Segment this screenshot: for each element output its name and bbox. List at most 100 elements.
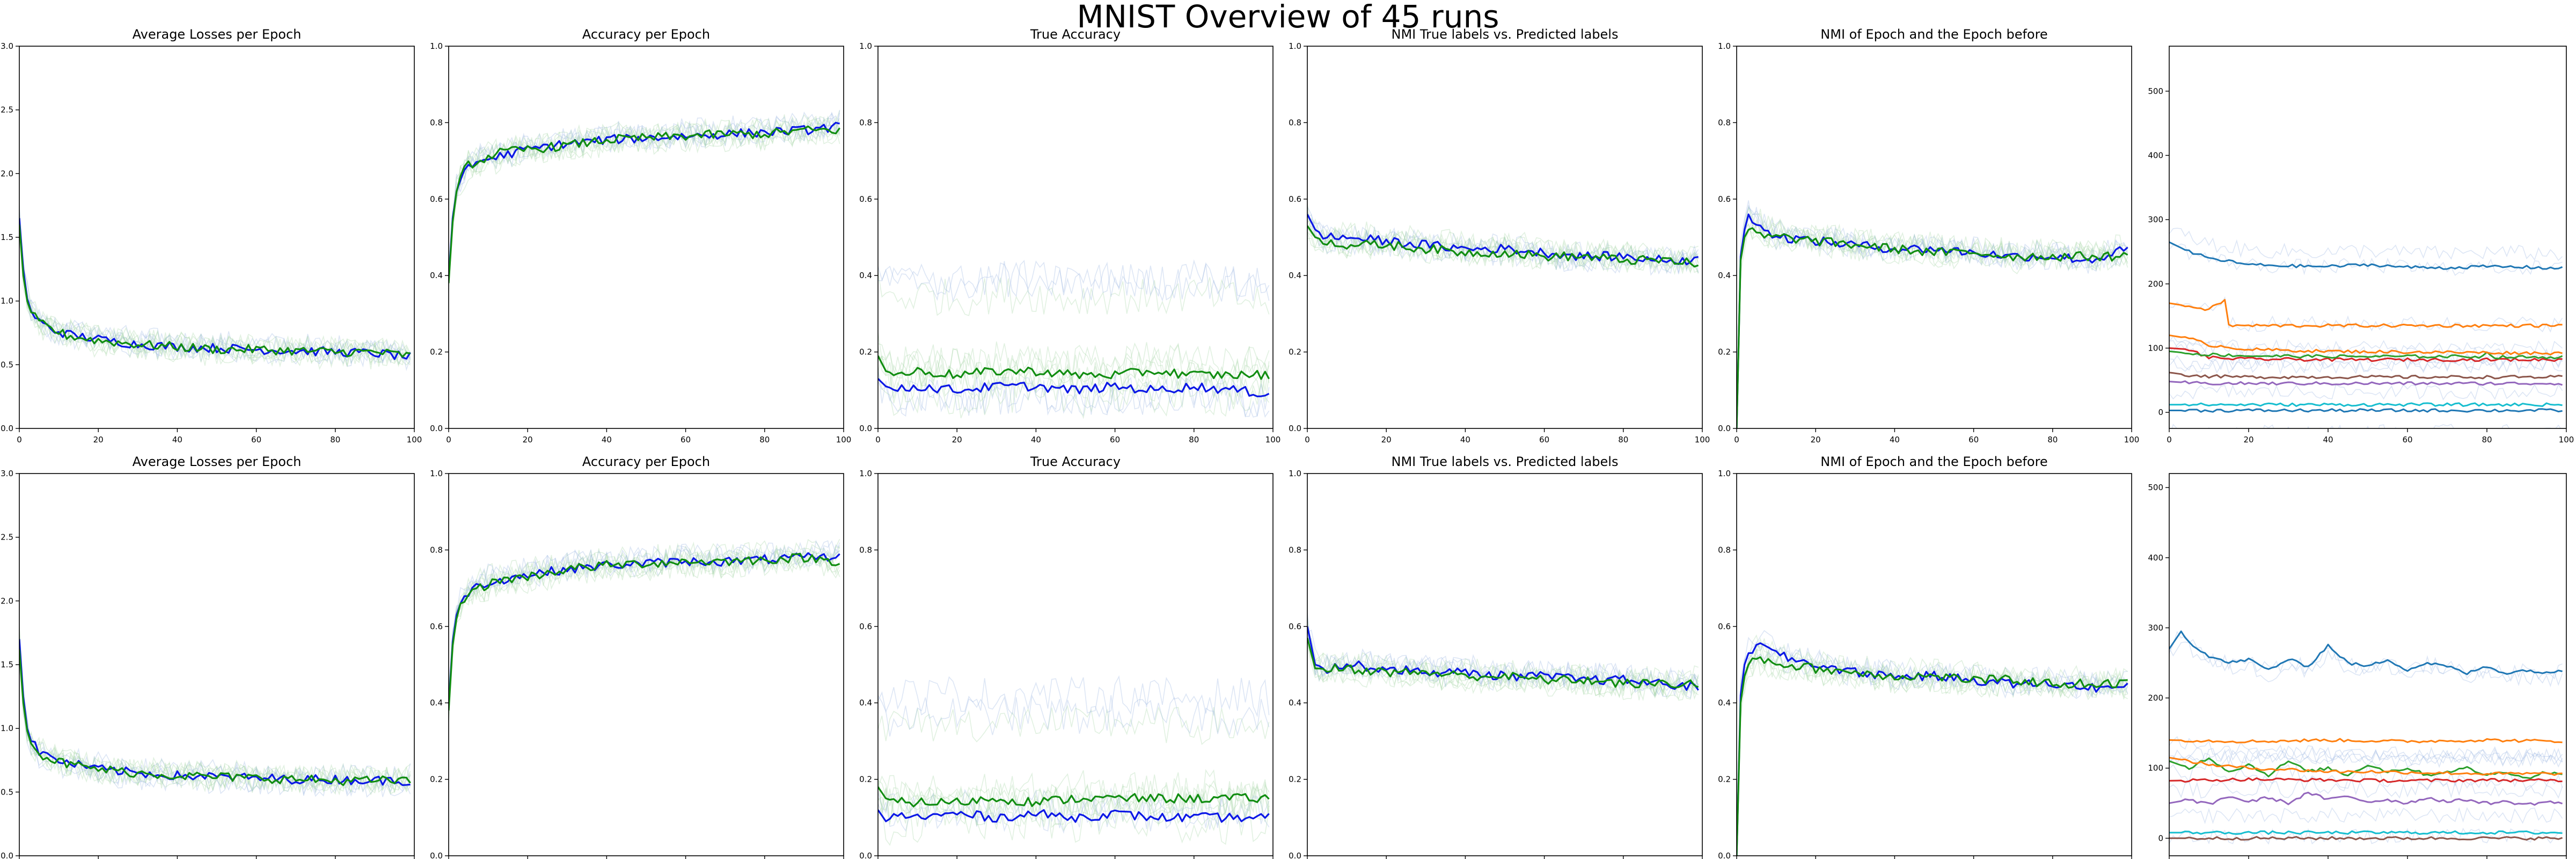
plot-area <box>2169 46 2566 428</box>
x-tick-label: 0 <box>446 435 451 445</box>
faint-run-line <box>878 272 1270 316</box>
y-tick-label: 1.0 <box>1718 41 1731 51</box>
series-line-green <box>449 125 840 283</box>
y-tick-label: 0.4 <box>1718 271 1731 280</box>
panel-r1c5: 0 20 40 60 80 100 0.0 0.2 0.4 0.6 0.8 1.0 NMI of Epo… <box>1718 27 2139 445</box>
y-tick-label: 1.0 <box>1 296 13 306</box>
faint-run-line <box>878 787 1270 830</box>
y-tick-label: 1.0 <box>430 41 443 51</box>
series-line-green <box>1737 227 2128 428</box>
y-tick-label: 1.0 <box>1289 41 1301 51</box>
y-tick-label: 0.2 <box>859 347 872 357</box>
faint-run-line <box>1737 640 2128 848</box>
faint-run-line <box>1737 634 2128 856</box>
faint-run-line <box>1737 637 2128 851</box>
faint-run-line <box>1307 229 1699 275</box>
faint-run-line <box>1307 613 1699 690</box>
series-line-blue <box>1307 626 1699 691</box>
faint-run-line <box>878 260 1270 303</box>
y-tick-label: 0.2 <box>1289 775 1301 784</box>
series-line-tab_brown <box>2169 372 2563 380</box>
y-tick-label: 0.0 <box>1 851 13 859</box>
series-line-blue <box>19 639 411 787</box>
series-line-tab_cyan <box>2169 402 2563 407</box>
plot-area <box>1307 474 1702 856</box>
y-tick-label: 0.4 <box>1289 271 1301 280</box>
faint-run-line <box>449 540 840 710</box>
plot-lines <box>449 538 840 723</box>
x-tick-label: 40 <box>1031 435 1041 445</box>
x-tick-label: 40 <box>172 435 182 445</box>
x-tick-label: 20 <box>2243 435 2253 445</box>
axes-frame <box>877 473 1274 856</box>
series-line-green <box>1307 225 1699 268</box>
series-line-tab_orange <box>2169 738 2563 744</box>
plot-lines <box>19 627 411 798</box>
y-tick-label: 0.4 <box>430 698 443 708</box>
faint-run-line <box>1307 624 1699 693</box>
y-tick-label: 3.0 <box>1 469 13 478</box>
x-tick-label: 40 <box>602 435 612 445</box>
plot-lines <box>878 675 1270 846</box>
series-line-blue <box>449 121 840 280</box>
faint-run-line <box>878 369 1270 419</box>
faint-run-line <box>2169 383 2563 401</box>
axes-frame <box>2169 46 2567 429</box>
faint-run-line <box>878 794 1270 834</box>
faint-run-line <box>878 769 1270 812</box>
x-tick-label: 20 <box>1381 435 1392 445</box>
faint-run-line <box>1737 651 2128 847</box>
axes-frame <box>448 46 844 429</box>
series-line-green <box>878 355 1270 380</box>
faint-run-line <box>19 233 411 370</box>
plot-lines <box>1307 613 1699 702</box>
series-line-tab_purple <box>2169 791 2563 806</box>
panel-r2c1: 0204060801000.00.51.01.52.02.53.0Average… <box>1 454 415 859</box>
series-line-tab_blue <box>2169 241 2563 270</box>
y-tick-label: 0 <box>2158 833 2163 843</box>
y-tick-label: 1.0 <box>859 469 872 478</box>
y-tick-label: 100 <box>2148 343 2163 353</box>
y-tick-label: 0.2 <box>1289 347 1301 357</box>
x-tick-label: 80 <box>1618 435 1628 445</box>
faint-run-line <box>2169 736 2563 765</box>
faint-run-line <box>878 786 1270 828</box>
y-tick-label: 0.4 <box>1289 698 1301 708</box>
y-tick-label: 0.4 <box>430 271 443 280</box>
plot-lines <box>2169 228 2563 428</box>
faint-run-line <box>449 540 840 693</box>
y-tick-label: 0.0 <box>1289 424 1301 433</box>
x-tick-label: 40 <box>1890 435 1900 445</box>
y-tick-label: 0.2 <box>1718 347 1731 357</box>
plot-area <box>19 46 414 428</box>
plot-area <box>449 46 844 428</box>
panel-r1c6: 0 20 40 60 80 100 0 100 200 300 400 500 <box>2148 46 2574 445</box>
y-tick-label: 400 <box>2148 553 2163 563</box>
series-line-tab_orange <box>2169 299 2563 328</box>
y-tick-label: 300 <box>2148 623 2163 632</box>
faint-run-line <box>878 332 1270 384</box>
y-tick-label: 0.0 <box>430 424 443 433</box>
plot-lines <box>19 206 411 372</box>
faint-run-line <box>1737 641 2128 856</box>
x-tick-label: 0 <box>17 435 22 445</box>
plot-lines <box>2169 630 2563 845</box>
panel-title: True Accuracy <box>1030 27 1121 42</box>
faint-run-line <box>449 114 840 275</box>
x-tick-label: 100 <box>1695 435 1710 445</box>
y-tick-label: 0.2 <box>430 347 443 357</box>
y-tick-label: 0.0 <box>1718 851 1731 859</box>
faint-run-line <box>2169 807 2563 825</box>
y-tick-label: 100 <box>2148 763 2163 773</box>
plot-area <box>2169 474 2566 856</box>
y-tick-label: 0.2 <box>1718 775 1731 784</box>
plot-lines <box>1737 630 2128 856</box>
x-tick-label: 100 <box>1265 435 1281 445</box>
panel-title: NMI of Epoch and the Epoch before <box>1820 27 2047 42</box>
faint-run-line <box>2169 339 2563 356</box>
y-tick-label: 0.6 <box>430 194 443 204</box>
y-tick-label: 0.0 <box>859 424 872 433</box>
y-tick-label: 1.0 <box>859 41 872 51</box>
